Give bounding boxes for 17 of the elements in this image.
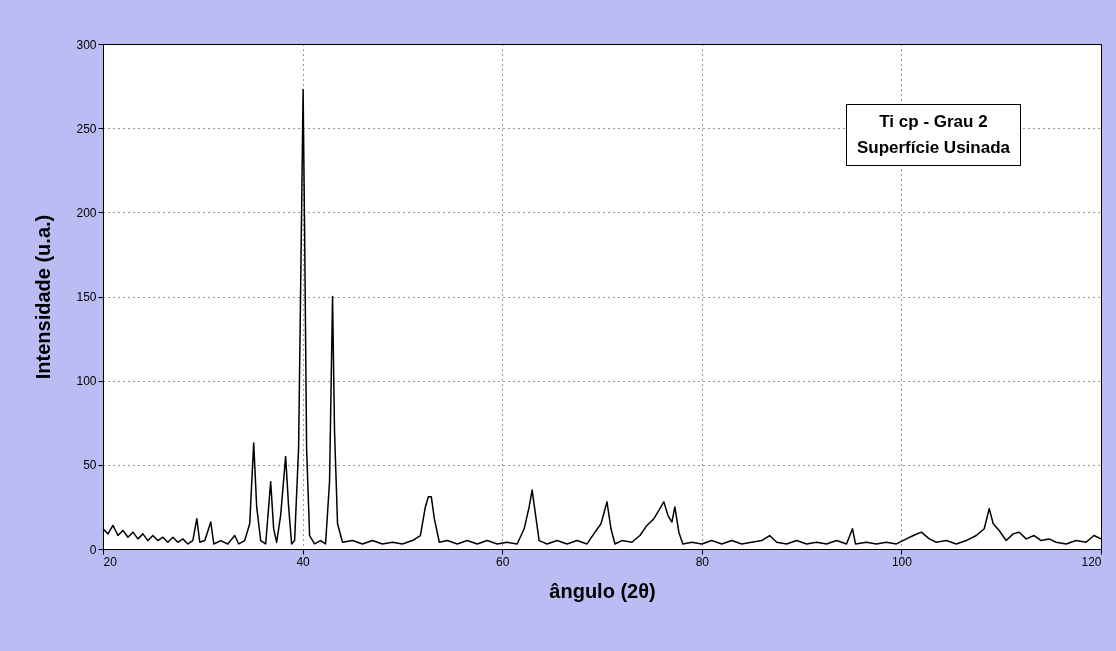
- x-tick-label: 120: [1081, 554, 1102, 569]
- y-axis-title: Intensidade (u.a.): [32, 214, 55, 380]
- annotation: Ti cp - Grau 2: [878, 111, 989, 133]
- x-tick-label: 40: [296, 554, 311, 569]
- y-tick-label: 0: [89, 542, 97, 557]
- x-tick-label: 80: [695, 554, 710, 569]
- x-tick-label: 20: [103, 554, 118, 569]
- y-tick-label: 300: [76, 37, 97, 52]
- y-tick-label: 50: [83, 458, 97, 473]
- x-tick-label: 60: [496, 554, 510, 569]
- annotation: Superfície Usinada: [856, 137, 1010, 159]
- y-tick-label: 100: [76, 374, 97, 389]
- y-tick-label: 200: [76, 205, 97, 220]
- y-tick-label: 150: [76, 290, 97, 304]
- y-tick-label: 250: [76, 121, 97, 136]
- x-axis-title: ângulo (2θ): [549, 579, 656, 602]
- x-tick-label: 100: [891, 554, 913, 569]
